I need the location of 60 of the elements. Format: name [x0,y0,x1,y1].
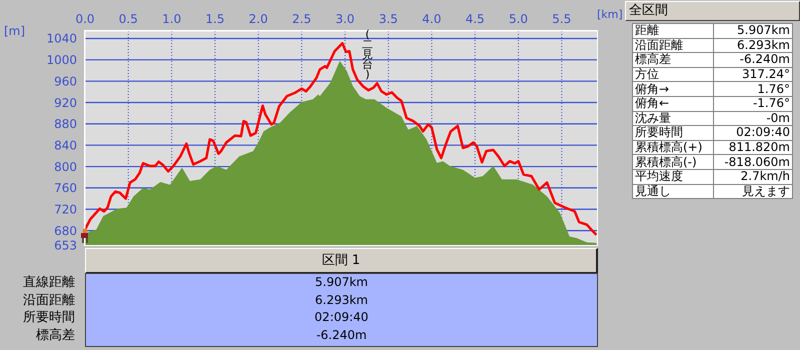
text: 距離 [632,23,714,38]
x-tick-label: 4.5 [466,12,485,26]
text: 2.7km/h [713,169,792,184]
y-tick-label: 920 [54,96,77,110]
text: 標高差 [36,326,75,344]
x-tick-label: 2.0 [248,12,268,26]
text: 1.76° [713,82,792,96]
text: 俯角→ [632,82,714,96]
text: -6.240m [713,52,792,68]
y-tick-label: 1040 [46,32,77,46]
y-tick-label: 760 [54,181,77,196]
x-tick-label: 4.0 [422,12,442,26]
y-tick-label: 680 [54,224,77,238]
text: -0m [713,110,792,126]
text: 02:09:40 [314,309,370,326]
x-tick-label: 5.0 [508,12,528,26]
text: 沿面距離 [23,292,75,308]
text: -818.060m [713,154,792,170]
text: 所要時間 [23,309,75,326]
text: 沈み量 [632,110,714,126]
text: 811.820m [713,140,792,155]
text: 累積標高(-) [632,154,714,170]
y-axis-title: [m] [4,24,26,38]
x-tick-label: 2.5 [292,12,312,26]
x-tick-label: 0.0 [75,12,95,26]
text: 5.907km [314,274,369,291]
x-axis-title: [km] [597,8,623,21]
text: 全区間 [625,1,800,21]
text: 317.24° [713,67,792,82]
text: 6.293km [314,292,369,308]
y-tick-label: 880 [54,117,77,132]
text: 所要時間 [632,125,714,140]
text: -6.240m [315,326,368,344]
y-tick-label: 960 [54,74,77,88]
text: 標高差 [632,52,714,68]
text: 5.907km [713,23,792,38]
text: -1.76° [713,96,792,112]
x-tick-label: 3.0 [335,12,355,26]
x-tick-label: 1.0 [162,12,182,26]
y-tick-label: 840 [54,138,77,152]
text: 累積標高(+) [632,140,714,155]
y-tick-label: 1000 [46,53,77,68]
x-tick-label: 3.5 [378,12,398,26]
y-tick-label: 720 [54,202,77,217]
y-tick-label: 653 [54,238,77,252]
text: 6.293km [713,38,792,53]
text: 見えます [713,184,792,199]
x-tick-label: 1.5 [205,12,225,26]
text: 直線距離 [23,274,75,291]
x-tick-label: 0.5 [118,12,138,26]
annotation: (二見台) [361,28,374,81]
text: 区間 1 [85,248,598,274]
text: 方位 [632,67,714,82]
text: 平均速度 [632,169,714,184]
x-tick-label: 5.5 [552,12,572,26]
y-tick-label: 800 [54,160,77,174]
text: 沿面距離 [632,38,714,53]
text: 見通し [632,184,714,199]
text: 02:09:40 [713,125,792,140]
text: 俯角← [632,96,714,112]
